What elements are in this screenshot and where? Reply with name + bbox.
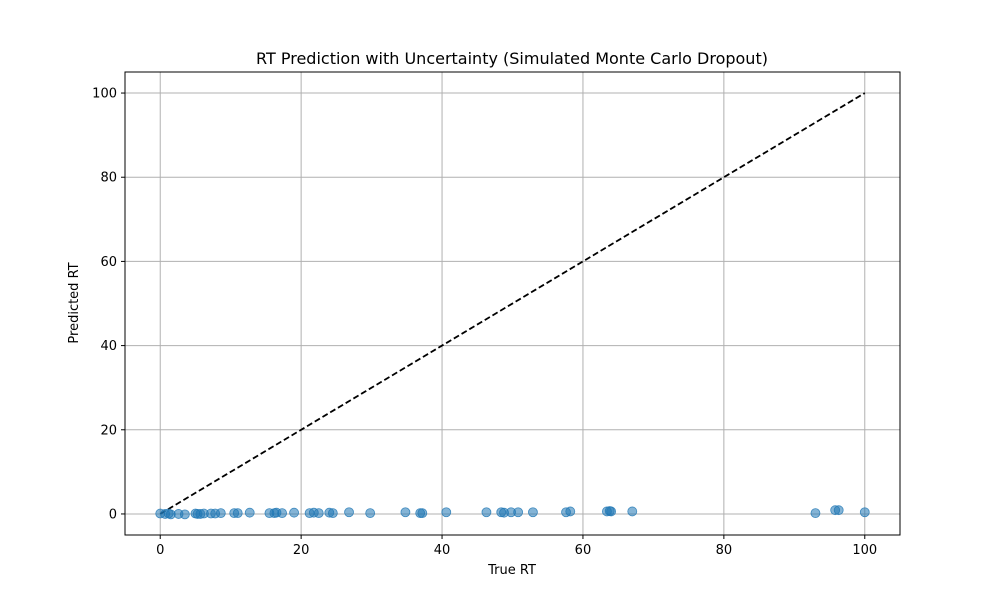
grid [125,72,900,535]
x-tick-label: 80 [716,543,733,558]
data-point [277,508,288,519]
y-tick-label: 20 [100,423,117,438]
reference-line-group [159,92,866,515]
data-point [513,507,524,518]
y-tick-label: 0 [109,507,117,522]
data-point [327,508,338,519]
x-tick-label: 0 [156,543,164,558]
y-tick-label: 80 [100,171,117,186]
x-tick-label: 40 [434,543,451,558]
data-point [365,508,376,519]
data-point [627,506,638,517]
data-point [528,507,538,518]
data-point [289,507,299,518]
y-tick-label: 40 [100,339,117,354]
data-point [606,506,617,517]
x-axis-label: True RT [487,563,536,578]
data-point [215,508,226,519]
x-tick-label: 20 [293,543,310,558]
data-point [400,507,411,518]
y-tick-label: 60 [100,255,117,270]
data-point [244,507,255,518]
axis-ticks: 0 20 40 60 80 100 0 20 40 60 80 100 [92,87,877,558]
y-axis-label: Predicted RT [67,262,82,343]
data-point [481,507,492,518]
identity-reference-line [159,92,866,515]
data-point [313,508,324,519]
data-point [441,507,452,518]
data-point [179,509,190,520]
data-point [417,508,428,519]
chart-title: RT Prediction with Uncertainty (Simulate… [256,49,768,68]
data-point [833,505,844,516]
x-tick-label: 60 [575,543,592,558]
plot-frame [124,71,901,536]
x-tick-label: 100 [852,543,877,558]
data-point [565,506,576,517]
data-points [155,505,870,520]
data-point [859,507,870,518]
data-point [232,508,243,519]
data-point [344,507,354,518]
y-tick-label: 100 [92,87,117,102]
data-point [810,508,821,519]
